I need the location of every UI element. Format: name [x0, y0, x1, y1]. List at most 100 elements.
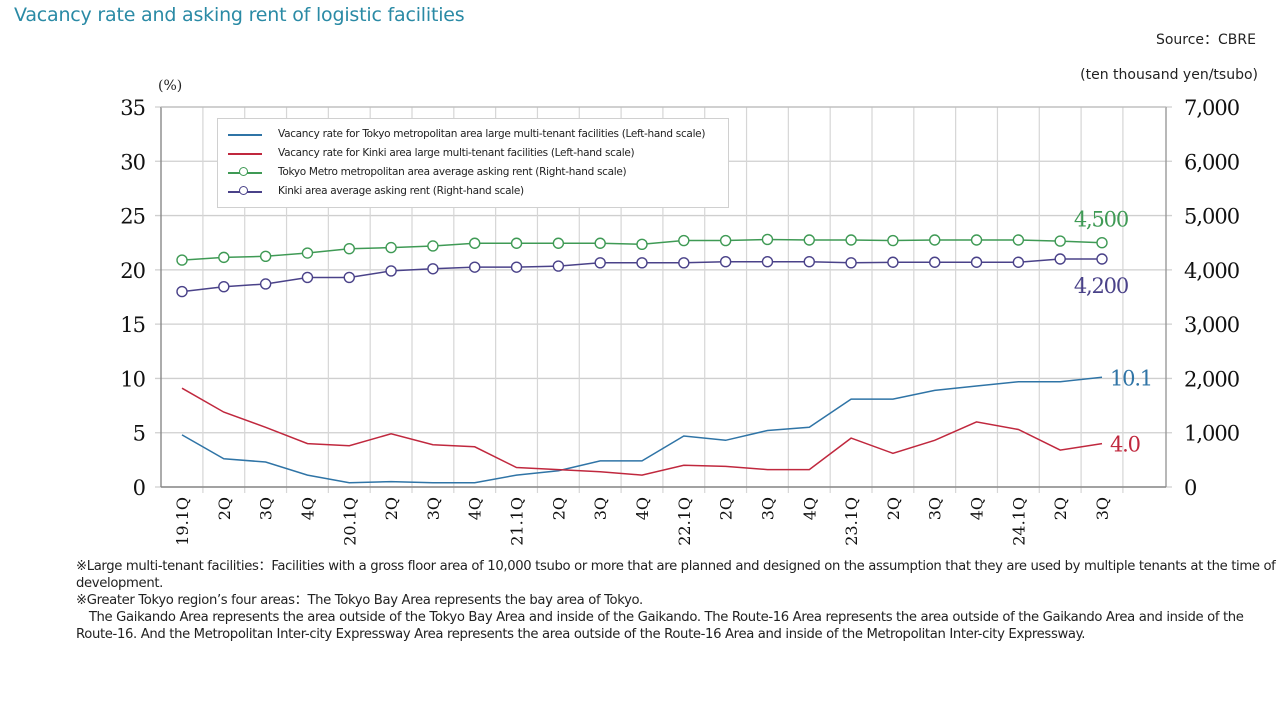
- data-point: [218, 251, 230, 264]
- x-tick-label: 2Q: [1051, 497, 1070, 520]
- data-point: [803, 256, 815, 268]
- right-tick-label: 4,000: [1184, 259, 1239, 283]
- right-axis-unit: (ten thousand yen/tsubo): [1080, 67, 1258, 83]
- data-point: [887, 256, 899, 268]
- footnote-large-facilities: ※Large multi-tenant facilities：Facilitie…: [76, 559, 1280, 591]
- data-point: [1012, 256, 1025, 268]
- footnote-four-areas: ※Greater Tokyo region’s four areas：The T…: [76, 593, 643, 608]
- data-point: [594, 237, 606, 249]
- x-tick-label: 4Q: [466, 497, 485, 520]
- legend-line-icon: [228, 127, 262, 141]
- right-tick-label: 0: [1184, 476, 1196, 500]
- end-data-label: 4,500: [1074, 208, 1128, 232]
- data-point: [301, 247, 314, 259]
- legend-item-kinki-vacancy: Vacancy rate for Kinki area large multi-…: [228, 144, 635, 162]
- x-tick-label: 22.1Q: [675, 497, 694, 546]
- source-label: Source：CBRE: [1155, 32, 1256, 48]
- x-tick-label: 3Q: [758, 497, 777, 520]
- data-point: [510, 261, 523, 273]
- legend-item-kinki-rent: Kinki area average asking rent (Right-ha…: [228, 182, 524, 200]
- legend-label: Tokyo Metro metropolitan area average as…: [278, 166, 627, 178]
- data-point: [469, 261, 481, 273]
- right-tick-label: 2,000: [1184, 367, 1239, 391]
- data-point: [343, 242, 355, 255]
- legend-item-tokyo-vacancy: Vacancy rate for Tokyo metropolitan area…: [228, 125, 705, 143]
- x-tick-label: 2Q: [884, 497, 903, 520]
- data-point: [1096, 237, 1108, 249]
- left-tick-label: 5: [133, 422, 145, 446]
- data-point: [469, 237, 481, 249]
- x-tick-label: 24.1Q: [1009, 497, 1028, 546]
- data-point: [719, 256, 732, 268]
- footnotes: ※Large multi-tenant facilities：Facilitie…: [76, 558, 1276, 643]
- data-point: [887, 234, 899, 247]
- data-point: [929, 256, 941, 268]
- x-tick-label: 4Q: [633, 497, 652, 520]
- left-tick-label: 30: [120, 150, 145, 174]
- data-point: [427, 263, 439, 275]
- data-point: [385, 241, 397, 254]
- x-tick-label: 4Q: [298, 497, 317, 520]
- data-point: [427, 240, 439, 252]
- data-point: [636, 257, 648, 269]
- legend-item-tokyo-rent: Tokyo Metro metropolitan area average as…: [228, 163, 627, 181]
- data-point: [1054, 235, 1066, 247]
- chart-plot: 35 7,000 30 6,000 25 5,000 20 4,000 15 3,000 10 2,0…: [120, 96, 1240, 546]
- end-data-label: 4,200: [1074, 274, 1128, 298]
- data-point: [1012, 234, 1025, 246]
- left-axis-unit: (%): [158, 78, 183, 94]
- x-tick-label: 3Q: [591, 497, 610, 520]
- x-tick-label: 2Q: [549, 497, 568, 520]
- data-point: [552, 237, 565, 249]
- x-tick-label: 2Q: [382, 497, 401, 520]
- data-point: [1096, 253, 1108, 265]
- x-tick-label: 21.1Q: [508, 497, 527, 546]
- left-tick-label: 10: [120, 367, 145, 391]
- data-point: [970, 256, 983, 268]
- left-tick-label: 25: [120, 205, 145, 229]
- data-point: [678, 234, 690, 247]
- left-tick-label: 0: [133, 476, 145, 500]
- data-point: [385, 265, 397, 277]
- legend-label: Vacancy rate for Tokyo metropolitan area…: [278, 128, 706, 140]
- legend-line-icon: [228, 146, 262, 160]
- legend-label: Kinki area average asking rent (Right-ha…: [278, 185, 524, 197]
- series-line-0: [181, 376, 1103, 484]
- data-point: [259, 250, 272, 262]
- data-point: [761, 233, 774, 246]
- footnote-area-definitions: The Gaikando Area represents the area ou…: [76, 610, 1248, 642]
- end-data-label: 4.0: [1110, 433, 1140, 457]
- data-point: [343, 271, 355, 284]
- chart-title: Vacancy rate and asking rent of logistic…: [14, 4, 465, 26]
- data-point: [176, 254, 188, 266]
- data-point: [929, 234, 941, 246]
- data-point: [719, 234, 732, 247]
- chart-legend: Vacancy rate for Tokyo metropolitan area…: [217, 118, 729, 208]
- left-tick-label: 20: [120, 259, 145, 283]
- right-tick-label: 1,000: [1184, 422, 1239, 446]
- x-tick-label: 3Q: [424, 497, 443, 520]
- x-tick-label: 23.1Q: [842, 497, 861, 546]
- left-tick-label: 15: [120, 313, 145, 337]
- data-point: [301, 271, 314, 284]
- legend-label: Vacancy rate for Kinki area large multi-…: [278, 147, 635, 159]
- right-tick-label: 3,000: [1184, 313, 1239, 337]
- data-point: [845, 257, 857, 269]
- data-point: [636, 238, 648, 251]
- end-data-label: 10.1: [1110, 366, 1152, 390]
- data-point: [218, 280, 230, 293]
- data-point: [845, 234, 857, 246]
- data-point: [594, 257, 606, 269]
- legend-line-marker-icon: [228, 184, 262, 198]
- data-point: [176, 285, 188, 298]
- data-point: [678, 257, 690, 269]
- data-point: [259, 278, 272, 290]
- data-point: [803, 234, 815, 246]
- left-tick-label: 35: [120, 96, 145, 120]
- x-tick-label: 20.1Q: [340, 497, 359, 546]
- x-tick-label: 4Q: [968, 497, 987, 520]
- legend-line-marker-icon: [228, 165, 262, 179]
- x-tick-label: 2Q: [717, 497, 736, 520]
- right-tick-label: 6,000: [1184, 150, 1239, 174]
- data-point: [761, 256, 774, 268]
